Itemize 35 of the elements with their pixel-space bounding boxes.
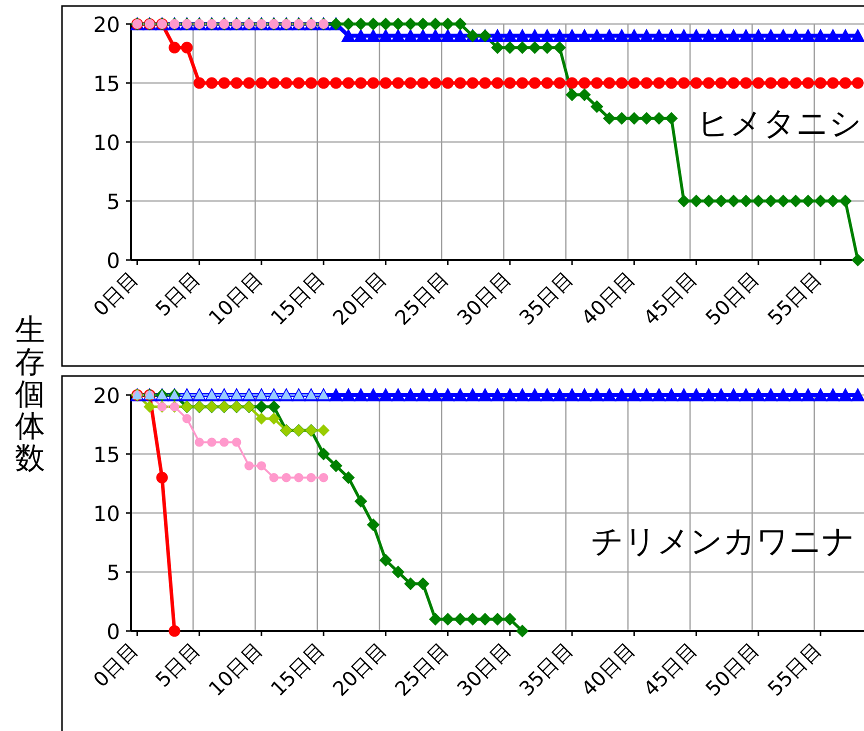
y-tick-label: 5 (106, 190, 120, 214)
y-tick-label: 20 (93, 13, 120, 37)
annotation: ヒメタニシ (697, 104, 862, 142)
x-tick-label: 15日目 (266, 638, 330, 701)
x-tick-label: 30日目 (452, 638, 516, 701)
x-tick-label: 25日目 (390, 638, 454, 701)
y-tick-label: 10 (93, 131, 120, 155)
y-tick-label: 15 (93, 72, 120, 96)
y-tick-label: 0 (106, 249, 120, 273)
y-axis-title: 生存個体数 (15, 313, 45, 476)
x-tick-label: 10日目 (204, 638, 267, 701)
annotation: チリメンカワニナ (591, 522, 855, 560)
x-tick-label: 10日目 (204, 266, 267, 330)
x-tick-label: 5日目 (150, 638, 205, 692)
y-tick-label: 0 (106, 620, 120, 644)
x-tick-label: 45日目 (638, 266, 702, 330)
x-tick-label: 40日目 (576, 638, 640, 701)
x-tick-label: 40日目 (576, 266, 640, 330)
y-tick-label: 15 (93, 443, 120, 467)
x-tick-label: 30日目 (452, 266, 516, 330)
x-tick-label: 45日目 (638, 638, 702, 701)
y-tick-label: 10 (93, 502, 120, 526)
x-tick-label: 50日目 (700, 266, 764, 330)
x-tick-label: 50日目 (700, 638, 764, 701)
x-tick-label: 35日目 (514, 266, 578, 330)
x-tick-label: 25日目 (390, 266, 454, 330)
x-tick-label: 5日目 (150, 266, 205, 321)
x-tick-label: 20日目 (328, 266, 392, 330)
x-tick-label: 20日目 (328, 638, 392, 701)
x-tick-label: 55日目 (762, 638, 826, 701)
y-tick-label: 5 (106, 561, 120, 585)
x-tick-label: 55日目 (762, 266, 826, 330)
x-tick-label: 15日目 (266, 266, 330, 330)
x-tick-label: 35日目 (514, 638, 578, 701)
y-tick-label: 20 (93, 384, 120, 408)
